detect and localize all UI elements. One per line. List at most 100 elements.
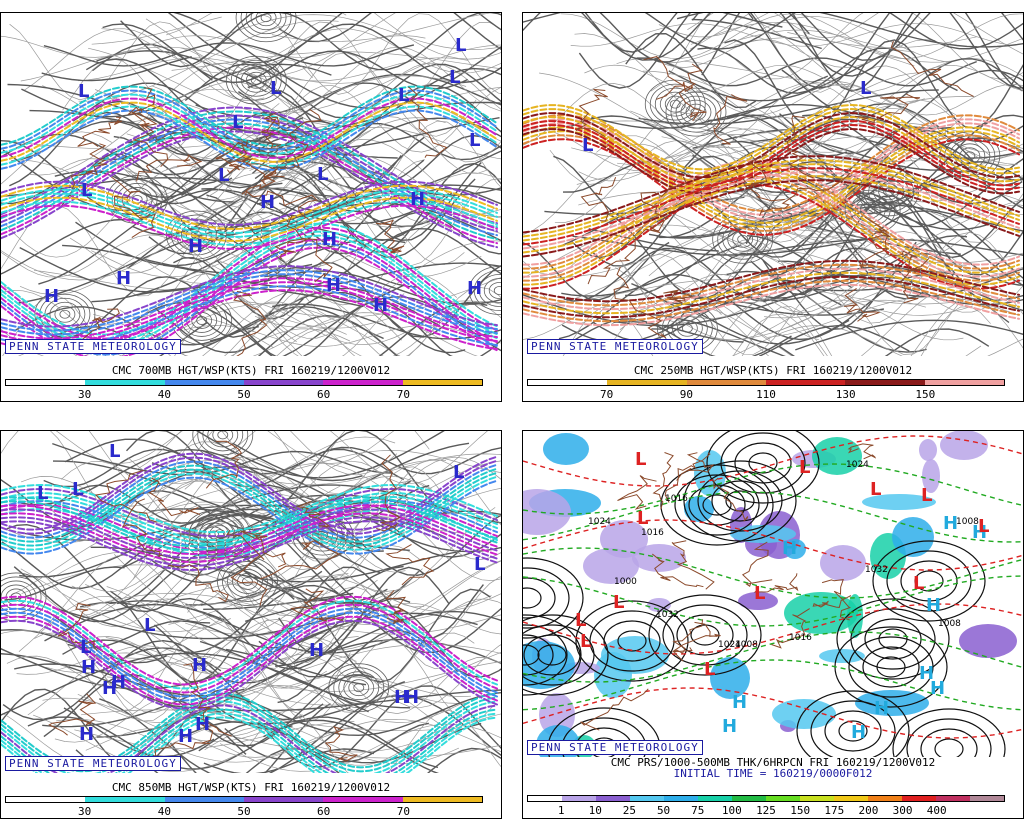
border-line [48, 693, 97, 736]
jet-band [523, 183, 1020, 290]
low-marker: L [870, 479, 881, 500]
low-marker: L [81, 180, 92, 201]
swirl [864, 205, 876, 215]
jet-band [1, 238, 498, 352]
streamline [707, 75, 829, 122]
streamline [48, 484, 430, 525]
border-line [148, 477, 201, 517]
precip-blob [862, 494, 936, 510]
high-marker: H [467, 278, 482, 299]
jet-band [523, 179, 1020, 286]
streamline [106, 676, 458, 737]
caption-surface: CMC PRS/1000-500MB THK/6HRPCN FRI 160219… [610, 756, 936, 769]
border-line [663, 289, 694, 304]
jet-band [1, 716, 498, 773]
border-line [613, 266, 667, 339]
jet-band [1, 180, 498, 226]
isobar [876, 656, 906, 678]
map-surface: 1008 1016 1008 1000 1024 1032 1016 1024 1016 1024… [523, 431, 1023, 757]
streamline [249, 709, 501, 773]
pressure-label: 1016 [641, 528, 664, 538]
streamline [193, 643, 501, 707]
low-marker: L [799, 457, 810, 478]
high-marker: H [322, 229, 337, 250]
jet-band [523, 119, 1020, 187]
isobar [523, 614, 609, 696]
jet-band [1, 603, 498, 694]
legend-swatch [686, 380, 766, 385]
streamline [75, 194, 316, 267]
jet-band [1, 712, 498, 773]
jet-band [1, 188, 498, 234]
jet-band [523, 171, 1020, 278]
thickness-line [523, 575, 1023, 627]
low-marker: L [613, 592, 624, 613]
streamline [796, 65, 957, 118]
jet-band [1, 192, 498, 238]
swirl [669, 99, 681, 109]
jet-band [523, 279, 1020, 323]
streamline [788, 206, 1023, 286]
precip-blob [601, 636, 669, 674]
jet-band [523, 134, 1020, 232]
streamline [256, 117, 501, 205]
legend-tick-label: 125 [756, 804, 776, 817]
legend-swatch [834, 796, 868, 801]
pressure-labels: 1008 1016 1008 1000 1024 1032 1016 1024 1016 1024… [588, 460, 979, 650]
jet-band [1, 122, 498, 241]
swirl [225, 55, 287, 105]
streamline [733, 249, 1023, 289]
thickness-line [523, 491, 1023, 543]
legend-ticks-700mb: 30 40 50 60 70 [5, 389, 483, 401]
streamline [120, 151, 382, 232]
swirl [207, 431, 239, 448]
streamline [271, 13, 493, 42]
high-marker: H [260, 192, 275, 213]
legend-swatch [596, 796, 630, 801]
streamline [228, 692, 501, 737]
streamline [709, 297, 1023, 356]
streamline [214, 171, 345, 195]
border-line [759, 172, 851, 217]
swirl [214, 529, 226, 538]
border-line [407, 86, 448, 158]
panel-surface: 1008 1016 1008 1000 1024 1032 1016 1024 1016 1024… [522, 430, 1024, 819]
low-marker: L [317, 164, 328, 185]
legend-swatch [970, 796, 1004, 801]
streamline [145, 13, 396, 77]
jet-band [523, 159, 1020, 238]
swirl [333, 667, 385, 709]
jet-band [523, 126, 1020, 224]
swirl [681, 323, 693, 333]
jet-band [1, 520, 498, 572]
streamline [20, 46, 391, 84]
high-marker: H [326, 275, 341, 296]
low-marker: L [80, 637, 91, 658]
legend-swatch [402, 797, 482, 802]
border-line [168, 564, 229, 603]
swirl [183, 510, 245, 560]
thickness-line [523, 603, 1023, 655]
swirl [659, 91, 691, 117]
jet-band [523, 155, 1020, 234]
streamline [132, 525, 343, 616]
streamline [264, 176, 465, 265]
swirl [197, 431, 249, 456]
high-marker: H [930, 678, 945, 699]
streamline [581, 13, 931, 61]
streamline [103, 131, 501, 193]
streamline [691, 18, 822, 50]
jet-band [1, 500, 498, 552]
jet-band [1, 692, 498, 769]
jet-band [1, 184, 498, 230]
isobar [523, 644, 540, 666]
border-line [753, 573, 799, 593]
streamline [638, 89, 939, 125]
streamline [572, 235, 873, 256]
streamline [109, 588, 491, 683]
streamline [276, 453, 501, 486]
political-borders [48, 440, 435, 766]
isobar [864, 618, 922, 660]
streamline [177, 303, 401, 356]
